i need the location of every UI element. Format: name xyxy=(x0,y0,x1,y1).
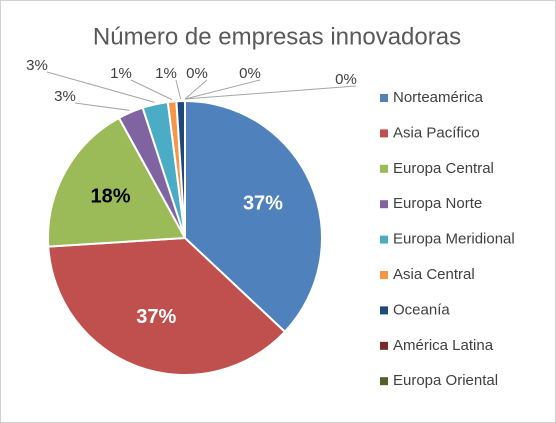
leader-line xyxy=(46,71,155,103)
legend-label: Asia Central xyxy=(393,266,475,283)
data-label: 3% xyxy=(26,57,48,74)
data-label: 1% xyxy=(155,65,177,82)
data-label: 0% xyxy=(186,65,208,82)
chart-title: Número de empresas innovadoras xyxy=(93,23,461,50)
legend-swatch xyxy=(380,271,388,279)
legend-swatch xyxy=(380,200,388,209)
legend-swatch xyxy=(380,94,388,102)
leader-line xyxy=(184,79,208,100)
data-label: 37% xyxy=(243,193,283,215)
legend-label: Asia Pacífico xyxy=(393,124,480,141)
legend-label: Europa Norte xyxy=(393,195,482,212)
leader-line xyxy=(74,102,130,111)
data-label: 37% xyxy=(136,306,176,328)
legend-swatch xyxy=(380,306,388,315)
legend-swatch xyxy=(380,341,388,350)
leader-line xyxy=(130,79,173,101)
data-label: 0% xyxy=(335,71,357,88)
legend-label: Norteamérica xyxy=(393,89,484,106)
pie-slice xyxy=(184,99,323,334)
legend-label: Europa Central xyxy=(393,160,494,177)
data-label: 3% xyxy=(54,88,76,105)
data-label: 0% xyxy=(239,65,261,82)
legend-label: Europa Oriental xyxy=(393,372,498,389)
legend-label: Oceanía xyxy=(393,301,450,318)
leader-line xyxy=(184,79,261,100)
pie-slice xyxy=(47,236,287,376)
legend-label: América Latina xyxy=(393,337,494,354)
leader-line xyxy=(184,85,357,100)
data-label: 18% xyxy=(91,185,131,207)
legend-swatch xyxy=(380,164,388,173)
legend-swatch xyxy=(380,377,388,386)
pie-slice xyxy=(47,116,187,248)
legend-swatch xyxy=(380,235,388,244)
legend-swatch xyxy=(380,129,388,138)
leader-line xyxy=(175,79,182,100)
legend-label: Europa Meridional xyxy=(393,231,515,248)
data-label: 1% xyxy=(110,65,132,82)
